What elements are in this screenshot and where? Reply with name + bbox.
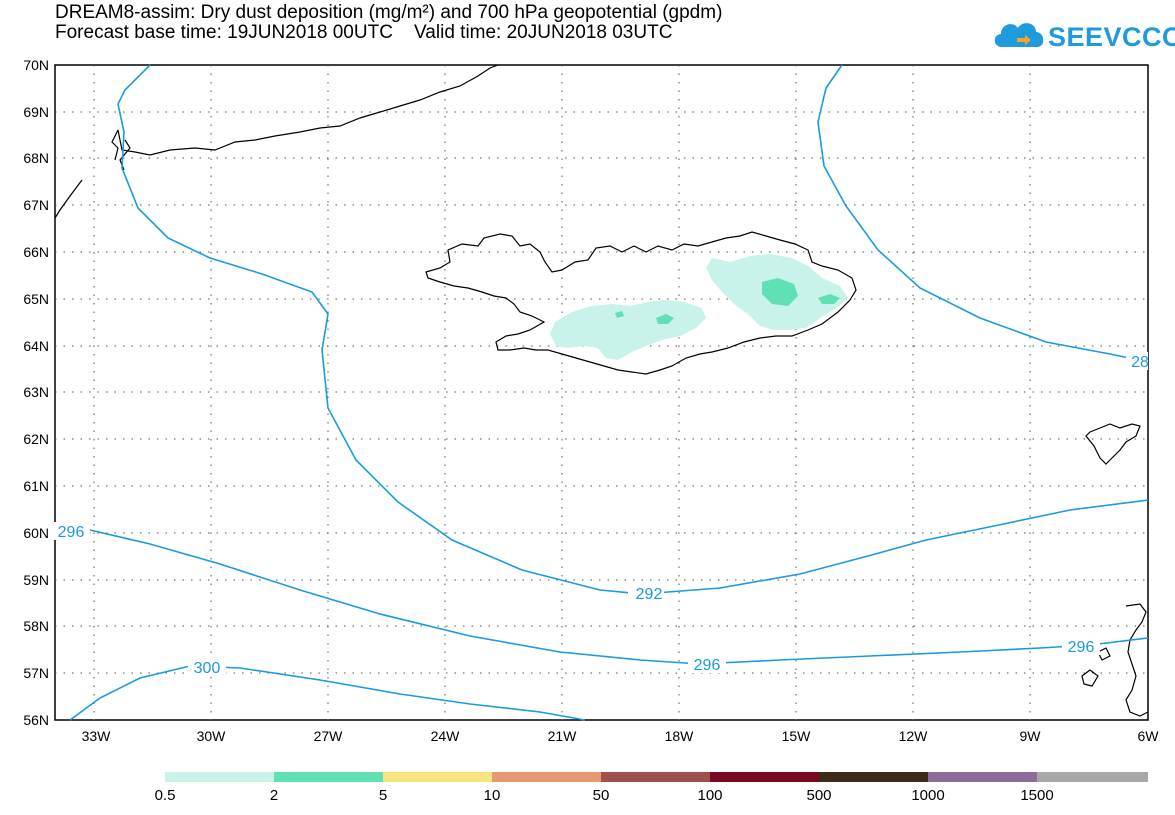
legend-label: 2 (270, 787, 278, 804)
lon-tick-labels: 33W 30W 27W 24W 21W 18W 15W 12W 9W 6W (82, 728, 1160, 744)
dust-area-2 (656, 314, 674, 324)
lon-label: 12W (899, 728, 929, 744)
lon-label: 24W (431, 728, 461, 744)
cloud-icon (994, 23, 1044, 47)
lat-label: 57N (23, 665, 49, 681)
dust-area-0.5 (550, 300, 706, 360)
lat-label: 61N (23, 478, 49, 494)
legend-swatch (601, 772, 710, 782)
map-frame (54, 64, 1149, 721)
iceland-coast (425, 231, 857, 375)
contour-label-288: 28 (1131, 354, 1149, 371)
contour-288 (817, 64, 1149, 363)
legend-label: 50 (593, 787, 610, 804)
coastlines (54, 64, 1149, 717)
legend-label: 100 (697, 787, 722, 804)
legend-swatch (928, 772, 1037, 782)
legend-swatch (492, 772, 601, 782)
lat-tick-labels: 56N 57N 58N 59N 60N 61N 62N 63N 64N 65N … (23, 57, 49, 728)
legend-swatch (819, 772, 928, 782)
contour-label-296: 296 (694, 657, 721, 674)
lat-label: 68N (23, 150, 49, 166)
dust-area-2 (615, 311, 624, 318)
contour-292 (117, 64, 1149, 595)
legend-labels: 0.5 2 5 10 50 100 500 1000 1500 (155, 787, 1054, 804)
lon-label: 9W (1020, 728, 1042, 744)
lat-label: 59N (23, 572, 49, 588)
legend-swatch (165, 772, 274, 782)
lat-label: 66N (23, 244, 49, 260)
legend-swatch (274, 772, 383, 782)
lat-label: 56N (23, 712, 49, 728)
legend-label: 500 (806, 787, 831, 804)
lat-label: 64N (23, 338, 49, 354)
graticule (55, 65, 1148, 720)
map-title: DREAM8-assim: Dry dust deposition (mg/m²… (55, 2, 723, 23)
color-legend (165, 772, 1148, 782)
dust-area-2 (762, 278, 798, 306)
dust-deposition-field (550, 254, 848, 360)
dust-area-2 (818, 294, 840, 304)
lat-label: 70N (23, 57, 49, 73)
contour-296 (55, 529, 1149, 665)
lat-label: 58N (23, 618, 49, 634)
lat-label: 62N (23, 431, 49, 447)
lon-label: 33W (82, 728, 112, 744)
legend-label: 0.5 (155, 787, 176, 804)
lon-label: 27W (314, 728, 344, 744)
legend-label: 1500 (1020, 787, 1053, 804)
seevccc-logo: SEEVCCC (990, 14, 1175, 64)
lat-label: 60N (23, 525, 49, 541)
lon-label: 18W (665, 728, 695, 744)
lat-label: 63N (23, 384, 49, 400)
greenland-coast (54, 64, 499, 219)
forecast-times: Forecast base time: 19JUN2018 00UTC Vali… (55, 22, 673, 43)
legend-label: 5 (379, 787, 387, 804)
legend-label: 10 (484, 787, 501, 804)
scotland-coast (1081, 603, 1149, 717)
contour-label-296: 296 (1068, 639, 1095, 656)
lat-label: 69N (23, 104, 49, 120)
contour-labels: 292 296 296 296 300 28 (52, 352, 1149, 677)
lat-label: 67N (23, 197, 49, 213)
lon-label: 21W (548, 728, 578, 744)
geopotential-contours (55, 64, 1149, 721)
lat-label: 65N (23, 291, 49, 307)
legend-swatch (710, 772, 819, 782)
contour-label-296: 296 (58, 524, 85, 541)
legend-swatch (383, 772, 492, 782)
faroe-coast (1085, 423, 1141, 465)
lon-label: 15W (782, 728, 812, 744)
contour-300 (69, 665, 586, 721)
legend-label: 1000 (911, 787, 944, 804)
logo-text: SEEVCCC (1048, 22, 1175, 52)
contour-label-300: 300 (194, 660, 221, 677)
legend-swatch (1037, 772, 1148, 782)
contour-label-292: 292 (636, 586, 663, 603)
lon-label: 6W (1138, 728, 1160, 744)
lon-label: 30W (197, 728, 227, 744)
